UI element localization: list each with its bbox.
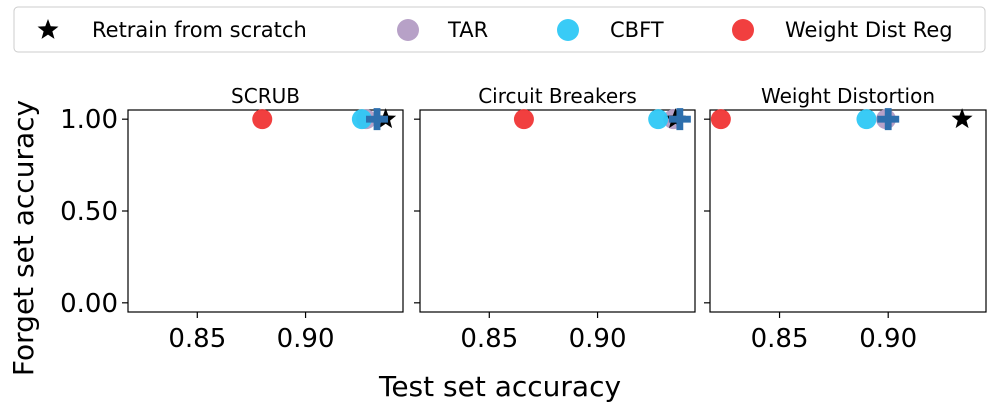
x-axis-label: Test set accuracy xyxy=(378,370,621,403)
weight-dist-reg-circle-point xyxy=(710,109,731,130)
circle-legend-marker xyxy=(732,19,754,41)
legend-label-weight-dist-reg: Weight Dist Reg xyxy=(785,18,953,42)
legend-label-retrain: Retrain from scratch xyxy=(92,18,307,42)
legend-label-cbft: CBFT xyxy=(610,18,664,42)
cbft-circle-point xyxy=(856,109,877,130)
subplot-weight-distortion: Weight Distortion 0.85 0.90 xyxy=(704,84,987,354)
unlabeled-plus-point xyxy=(877,108,900,131)
weight-dist-reg-circle-point xyxy=(252,109,273,130)
legend-label-tar: TAR xyxy=(447,18,488,42)
x-tick-label: 0.85 xyxy=(751,324,809,354)
legend: Retrain from scratch TAR CBFT Weight Dis… xyxy=(13,6,986,53)
subplot-title: Weight Distortion xyxy=(761,84,935,108)
legend-item-cbft: CBFT xyxy=(557,18,664,42)
circle-legend-marker xyxy=(557,19,579,41)
plot-frame xyxy=(709,109,987,313)
weight-dist-reg-circle-point xyxy=(513,109,534,130)
plot-frame xyxy=(419,109,696,313)
legend-star-marker xyxy=(37,19,59,39)
y-tick-label: 0.50 xyxy=(60,197,118,227)
subplot-scrub: SCRUB 0.00 0.50 1.00 0.85 0.90 xyxy=(60,84,404,354)
star-legend-marker xyxy=(37,19,59,39)
cbft-circle-point xyxy=(351,109,372,130)
legend-weight-dist-reg-marker xyxy=(732,19,754,41)
subplot-title: SCRUB xyxy=(231,84,300,108)
y-tick-label: 1.00 xyxy=(60,105,118,135)
x-tick-label: 0.85 xyxy=(168,324,226,354)
y-tick-label: 0.00 xyxy=(60,289,118,319)
x-tick-label: 0.90 xyxy=(859,324,917,354)
subplot-circuit-breakers: Circuit Breakers 0.85 0.90 xyxy=(414,84,696,354)
x-tick-label: 0.90 xyxy=(277,324,335,354)
cbft-circle-point xyxy=(648,109,669,130)
legend-item-tar: TAR xyxy=(397,18,488,42)
legend-cbft-marker xyxy=(557,19,579,41)
subplot-title: Circuit Breakers xyxy=(478,84,637,108)
plot-frame xyxy=(127,109,404,313)
unlabeled-plus-point xyxy=(668,108,691,131)
x-tick-label: 0.85 xyxy=(460,324,518,354)
retrain-from-scratch-star-point xyxy=(951,108,973,129)
y-axis-label: Forget set accuracy xyxy=(7,100,40,376)
unlabeled-plus-point xyxy=(366,108,389,131)
legend-tar-marker xyxy=(397,19,419,41)
legend-item-retrain: Retrain from scratch xyxy=(37,18,307,42)
legend-item-weight-dist-reg: Weight Dist Reg xyxy=(732,18,953,42)
circle-legend-marker xyxy=(397,19,419,41)
x-tick-label: 0.90 xyxy=(569,324,627,354)
